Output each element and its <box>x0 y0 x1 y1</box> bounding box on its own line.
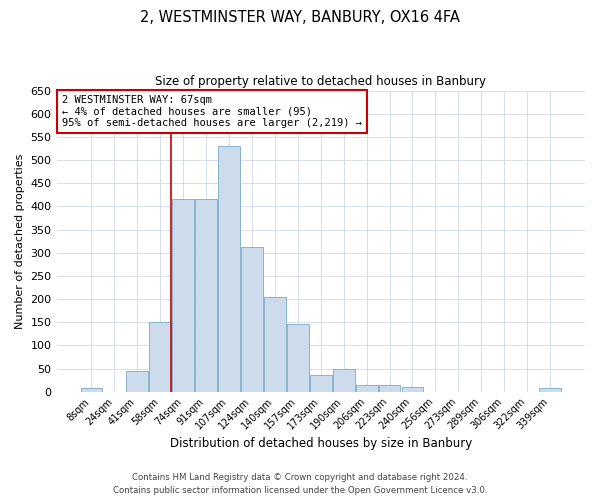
Bar <box>539 388 561 392</box>
Y-axis label: Number of detached properties: Number of detached properties <box>15 154 25 329</box>
Bar <box>149 322 171 392</box>
Title: Size of property relative to detached houses in Banbury: Size of property relative to detached ho… <box>155 75 486 88</box>
Bar <box>127 372 148 392</box>
Text: Contains HM Land Registry data © Crown copyright and database right 2024.
Contai: Contains HM Land Registry data © Crown c… <box>113 474 487 495</box>
Bar <box>356 384 377 392</box>
Bar <box>241 246 263 392</box>
Text: 2, WESTMINSTER WAY, BANBURY, OX16 4FA: 2, WESTMINSTER WAY, BANBURY, OX16 4FA <box>140 10 460 25</box>
Bar <box>333 368 355 392</box>
Bar <box>264 296 286 392</box>
Text: 2 WESTMINSTER WAY: 67sqm
← 4% of detached houses are smaller (95)
95% of semi-de: 2 WESTMINSTER WAY: 67sqm ← 4% of detache… <box>62 95 362 128</box>
Bar <box>401 387 424 392</box>
Bar <box>310 376 332 392</box>
Bar <box>172 200 194 392</box>
Bar <box>195 200 217 392</box>
Bar <box>379 384 400 392</box>
Bar <box>218 146 240 392</box>
Bar <box>80 388 103 392</box>
X-axis label: Distribution of detached houses by size in Banbury: Distribution of detached houses by size … <box>170 437 472 450</box>
Bar <box>287 324 309 392</box>
